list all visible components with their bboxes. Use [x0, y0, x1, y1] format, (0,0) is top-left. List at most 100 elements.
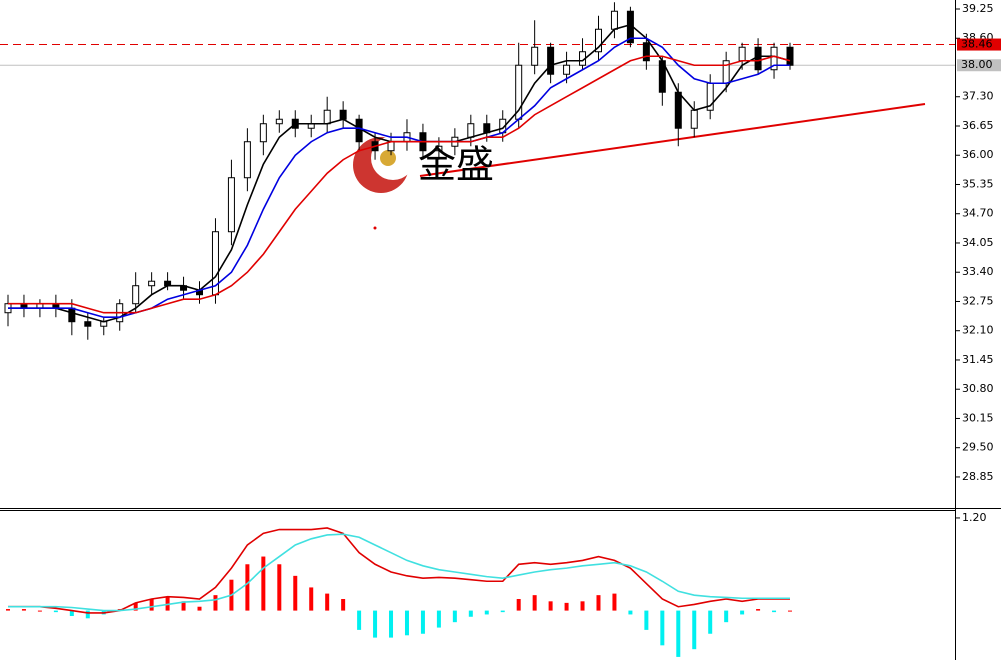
y-tick-label: 35.35 [962, 177, 994, 190]
macd-bar [181, 601, 186, 611]
line [8, 55, 791, 314]
price-label: 38.46 [961, 38, 993, 51]
candle-body [786, 46, 794, 66]
macd-bar [389, 610, 394, 638]
y-tick-label: 31.45 [962, 353, 994, 366]
candle-body [563, 64, 571, 75]
macd-bar [772, 610, 777, 613]
candle-body [690, 109, 698, 129]
macd-bar [484, 610, 489, 615]
y-tick-label: 33.40 [962, 265, 994, 278]
candle-body [323, 109, 331, 125]
macd-bar [357, 610, 362, 630]
candle-body [68, 307, 76, 323]
y-tick-label: 28.85 [962, 470, 994, 483]
y-tick-label: 30.15 [962, 411, 994, 424]
macd-bar [404, 610, 409, 636]
y-tick-label: 36.65 [962, 119, 994, 132]
macd-bar [373, 610, 378, 638]
macd-bar [293, 575, 298, 611]
trend-line [419, 103, 926, 177]
candle-body [148, 280, 156, 287]
macd-bar [149, 599, 154, 611]
candle-body [243, 141, 251, 179]
candle-body [754, 46, 762, 71]
macd-bar [596, 595, 601, 611]
y-tick-label: 34.05 [962, 236, 994, 249]
macd-bar [452, 610, 457, 623]
candle-body [227, 177, 235, 233]
macd-bar [53, 610, 58, 613]
y-tick-label: 29.50 [962, 441, 994, 454]
macd-bar [740, 610, 745, 615]
y-tick-label: 37.30 [962, 90, 994, 103]
candle-body [132, 285, 140, 305]
candle-body [531, 46, 539, 66]
price-tag [957, 59, 1001, 72]
macd-bar [532, 595, 537, 611]
candle-body [84, 321, 92, 327]
macd-bar [692, 610, 697, 650]
line [8, 527, 790, 614]
candle-body [674, 91, 682, 129]
macd-bar [468, 610, 473, 617]
y-tick-label: 32.75 [962, 294, 994, 307]
candle-body [435, 145, 443, 152]
macd-bar [325, 593, 330, 611]
macd-bar [580, 601, 585, 611]
macd-bar [69, 610, 74, 616]
macd-bar [788, 610, 792, 612]
macd-bar [516, 599, 521, 611]
macd-bar [644, 610, 649, 630]
macd-bar [612, 593, 617, 611]
y-tick-label: 1.20 [962, 511, 987, 524]
macd-bar [341, 599, 346, 611]
watermark: 金盛 [418, 143, 494, 187]
candle-body [547, 46, 555, 75]
macd-bar [500, 610, 505, 613]
macd-bar [309, 587, 314, 611]
macd-bar [213, 595, 218, 611]
candle-body [259, 123, 267, 143]
y-tick-label: 32.10 [962, 324, 994, 337]
candle-body [610, 10, 618, 30]
candle-body [275, 118, 283, 125]
macd-bar [37, 610, 42, 612]
macd-bar [676, 610, 681, 657]
candle-body [642, 42, 650, 62]
macd-bar [628, 610, 633, 615]
candle-body [339, 109, 347, 120]
candle-body [738, 46, 746, 62]
macd-bar [564, 602, 569, 611]
macd-bar [277, 564, 282, 611]
y-tick-label: 34.70 [962, 207, 994, 220]
macd-bar [724, 610, 729, 623]
macd-bar [756, 609, 761, 611]
candle-body [355, 118, 363, 143]
macd-bar [6, 609, 10, 611]
macd-bar [197, 606, 202, 611]
y-tick-label: 36.00 [962, 148, 994, 161]
candle-body [770, 46, 778, 71]
candle-body [467, 123, 475, 138]
macd-bar [133, 602, 138, 611]
y-tick-label: 39.25 [962, 2, 994, 15]
macd-bar [436, 610, 441, 628]
macd-bar [21, 609, 26, 611]
macd-bar [420, 610, 425, 634]
macd-bar [708, 610, 713, 634]
macd-bar [85, 610, 90, 619]
candle-body [594, 28, 602, 53]
macd-bar [245, 564, 250, 611]
macd-bar [261, 556, 266, 611]
y-tick-label: 30.80 [962, 382, 994, 395]
price-tag [957, 38, 1001, 51]
macd-bar [548, 601, 553, 611]
macd-bar [660, 610, 665, 646]
line [8, 533, 790, 612]
dot [373, 226, 377, 230]
logo-coin [380, 150, 396, 166]
price-label: 38.00 [961, 58, 993, 71]
logo [353, 136, 415, 193]
